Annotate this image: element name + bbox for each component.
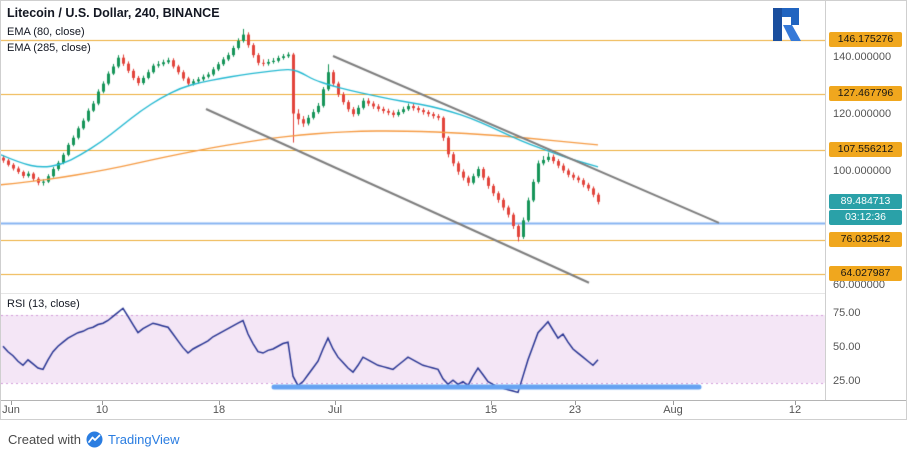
price-axis-label: 120.000000 <box>833 107 892 120</box>
symbol-title[interactable]: Litecoin / U.S. Dollar, 240, BINANCE <box>7 6 220 20</box>
rsi-axis-label: 25.00 <box>833 374 861 387</box>
time-axis-label: 23 <box>568 404 582 416</box>
indicator-label-ema80[interactable]: EMA (80, close) <box>7 26 85 38</box>
tradingview-brand-link[interactable]: TradingView <box>107 432 180 447</box>
price-level-badge: 146.175276 <box>829 32 902 48</box>
time-axis-tick <box>673 401 674 405</box>
time-axis-label: 10 <box>95 404 109 416</box>
price-scale[interactable]: 140.000000 120.000000 100.000000 60.000000 1… <box>825 1 906 400</box>
time-axis-tick <box>335 401 336 405</box>
price-level-badge: 76.032542 <box>829 232 902 248</box>
time-axis-tick <box>219 401 220 405</box>
attribution-footer: Created with TradingView <box>0 420 907 459</box>
chart-window: Litecoin / U.S. Dollar, 240, BINANCE EMA… <box>0 0 907 420</box>
rsi-axis-label: 75.00 <box>833 307 861 320</box>
price-axis-label: 60.000000 <box>833 278 885 291</box>
time-axis-tick <box>575 401 576 405</box>
watermark-logo <box>773 8 801 41</box>
time-axis[interactable]: Jun 10 18 Jul 15 23 Aug 12 <box>1 400 906 419</box>
price-level-badge: 107.556212 <box>829 142 902 158</box>
price-pane: Litecoin / U.S. Dollar, 240, BINANCE EMA… <box>1 1 825 293</box>
time-axis-label: Jul <box>327 404 343 416</box>
price-level-badge: 127.467796 <box>829 85 902 101</box>
time-axis-label: Jun <box>2 404 20 416</box>
time-axis-label: 12 <box>788 404 802 416</box>
rsi-axis-label: 50.00 <box>833 340 861 353</box>
time-axis-label: 15 <box>484 404 498 416</box>
tradingview-logo-icon[interactable] <box>86 431 103 448</box>
rsi-chart-canvas[interactable] <box>1 294 825 401</box>
time-axis-tick <box>11 401 12 405</box>
time-axis-tick <box>795 401 796 405</box>
time-axis-tick <box>102 401 103 405</box>
created-with-text: Created with <box>8 432 81 447</box>
price-axis-label: 140.000000 <box>833 50 892 63</box>
price-chart-canvas[interactable] <box>1 1 825 293</box>
last-price-badge: 89.484713 <box>829 193 902 209</box>
price-level-badge: 64.027987 <box>829 266 902 282</box>
rsi-pane: RSI (13, close) <box>1 293 825 401</box>
time-axis-tick <box>491 401 492 405</box>
indicator-label-rsi[interactable]: RSI (13, close) <box>7 298 80 310</box>
indicator-label-ema285[interactable]: EMA (285, close) <box>7 42 91 54</box>
countdown-badge: 03:12:36 <box>829 209 902 225</box>
price-axis-label: 100.000000 <box>833 164 892 177</box>
time-axis-label: 18 <box>212 404 226 416</box>
time-axis-label: Aug <box>663 404 683 416</box>
